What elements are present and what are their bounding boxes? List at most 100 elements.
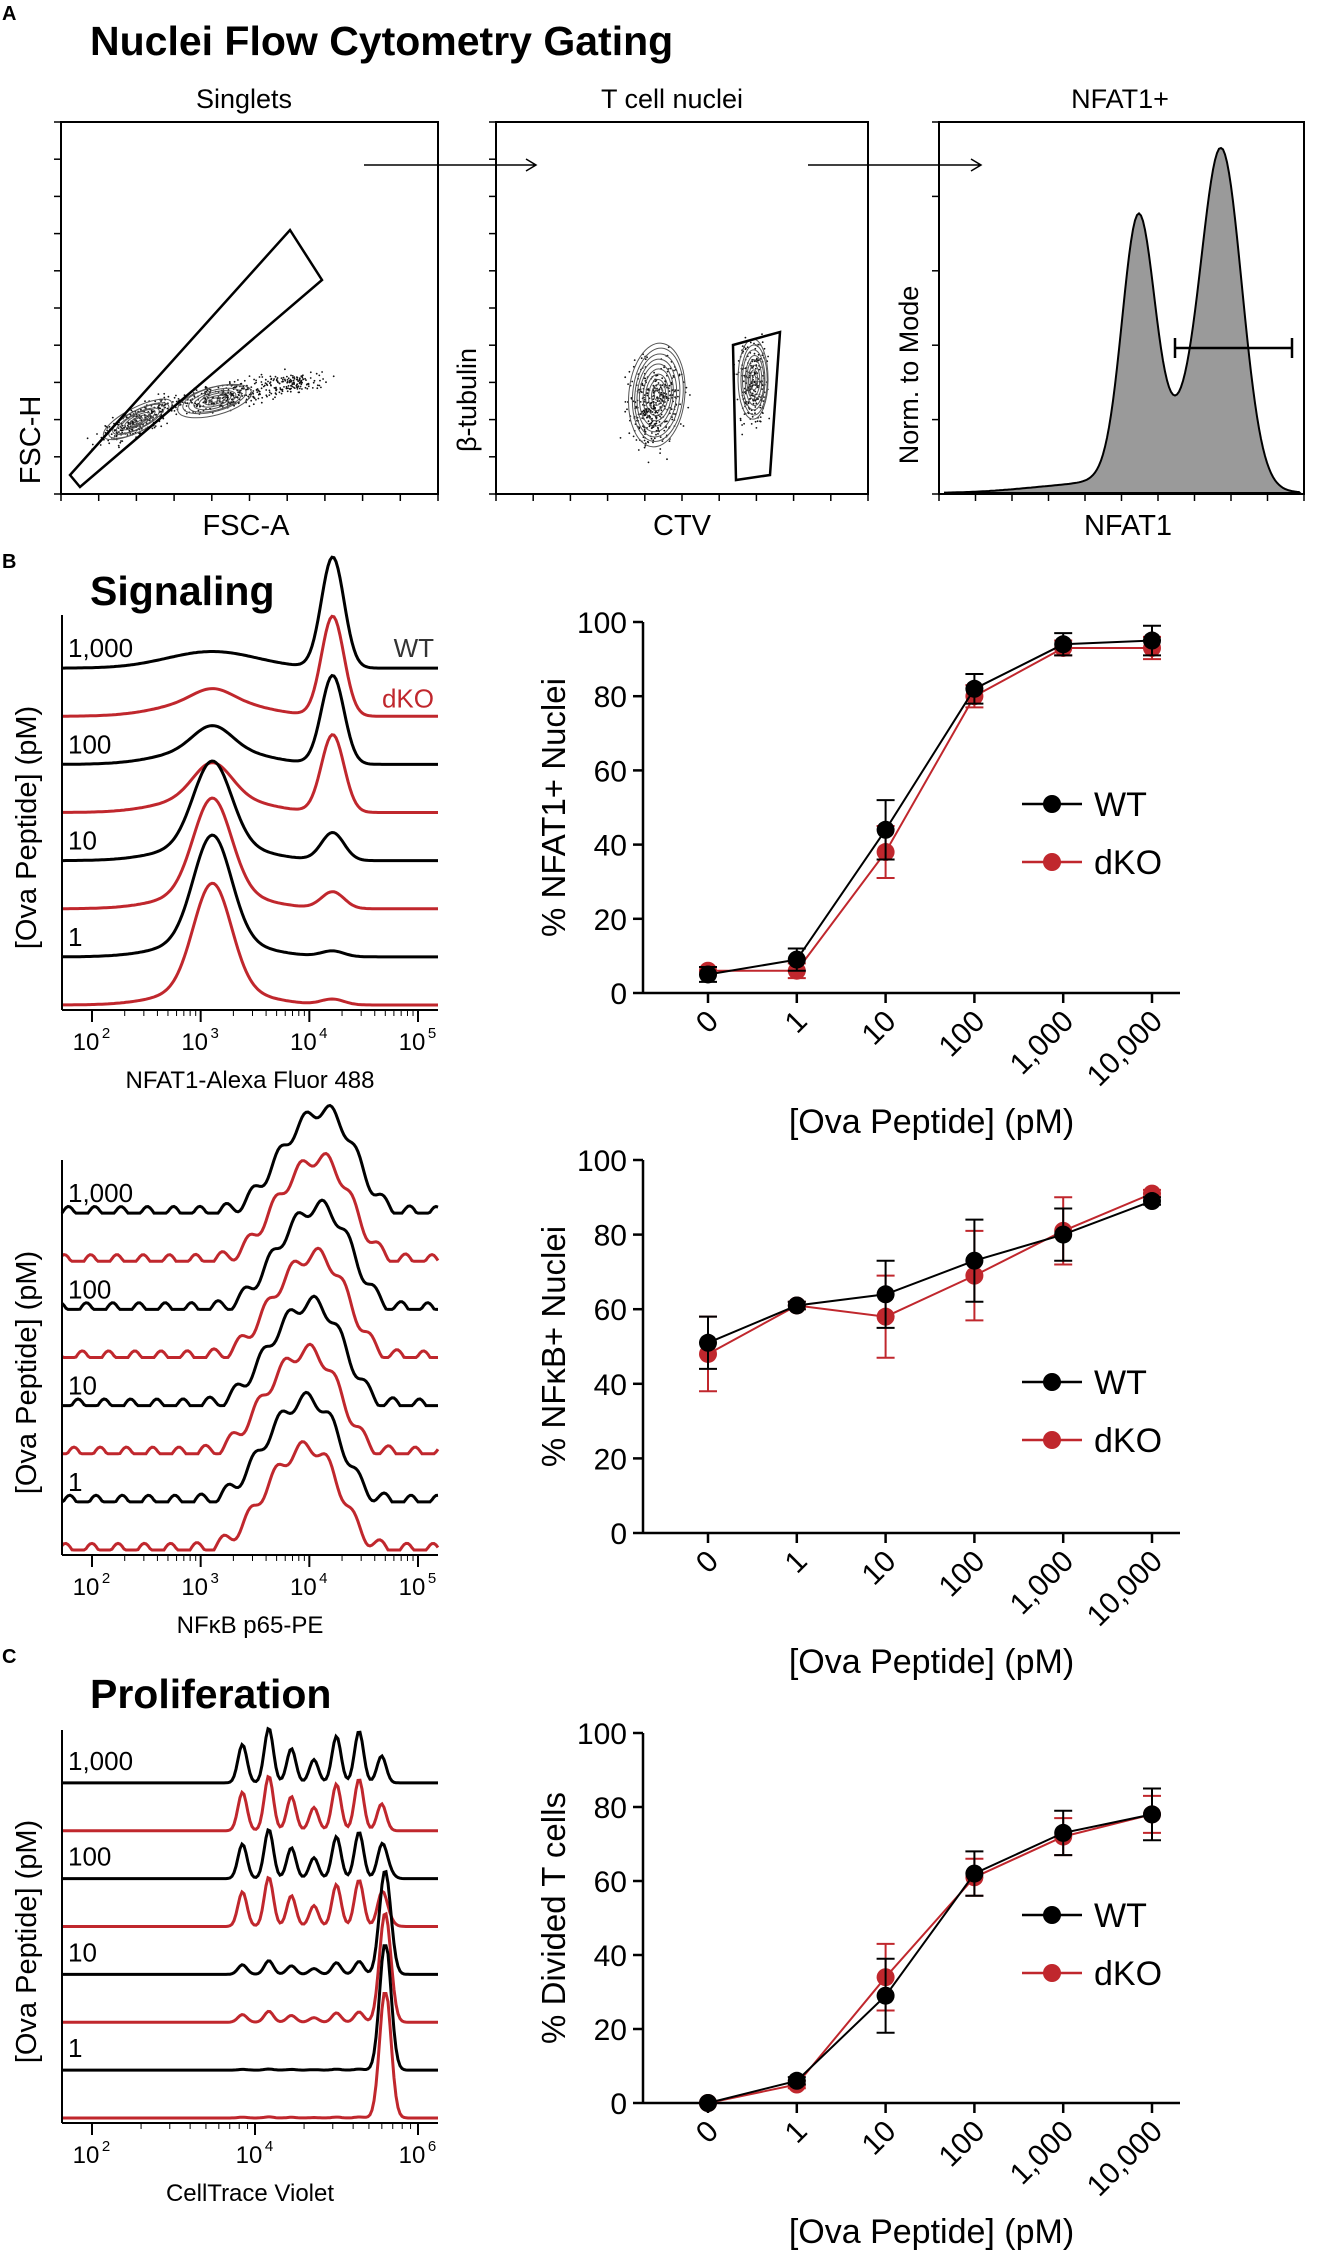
- event-dot: [107, 439, 110, 442]
- dko-histogram-line: [62, 881, 438, 1007]
- event-dot: [682, 425, 685, 427]
- wt-histogram-line: [62, 759, 438, 863]
- event-dot: [268, 391, 271, 394]
- event-dot: [689, 394, 691, 396]
- event-dot: [261, 383, 263, 386]
- event-dot: [316, 387, 319, 390]
- wt-data-point: [1143, 631, 1161, 650]
- overlay-tick-label: 10: [181, 1029, 208, 1056]
- x-tick-label: 10,000: [1081, 1005, 1169, 1093]
- event-dot: [240, 382, 243, 385]
- event-dot: [755, 402, 758, 405]
- contour-line: [642, 368, 672, 422]
- event-dot: [248, 375, 251, 377]
- event-dot: [643, 428, 646, 431]
- contour-line: [203, 394, 227, 406]
- event-dot: [233, 380, 236, 383]
- event-dot: [749, 352, 752, 354]
- event-dot: [741, 345, 744, 347]
- event-dot: [652, 384, 655, 387]
- event-dot: [661, 384, 664, 387]
- event-dot: [268, 394, 271, 396]
- event-dot: [118, 446, 120, 449]
- y-axis-title: % NFAT1+ Nuclei: [535, 678, 572, 937]
- event-dot: [232, 401, 234, 403]
- event-dot: [754, 347, 757, 350]
- event-dot: [128, 429, 131, 432]
- event-dot: [253, 378, 256, 381]
- overlay-tick-exponent: 5: [428, 1570, 436, 1587]
- y-tick-label: 100: [577, 607, 627, 640]
- event-dot: [673, 369, 675, 372]
- event-dot: [184, 402, 187, 404]
- event-dot: [252, 396, 255, 399]
- event-dot: [653, 371, 655, 374]
- dose-label: 100: [68, 729, 111, 759]
- event-dot: [660, 391, 663, 394]
- event-dot: [645, 410, 648, 413]
- overlay-tick-label: 10: [399, 1574, 426, 1601]
- event-dot: [237, 402, 240, 405]
- event-dot: [651, 417, 653, 420]
- event-dot: [278, 382, 281, 385]
- event-dot: [183, 394, 186, 396]
- event-dot: [298, 378, 301, 381]
- event-dot: [751, 367, 754, 369]
- event-dot: [653, 406, 655, 408]
- event-dot: [644, 358, 647, 361]
- event-dot: [736, 373, 738, 376]
- event-dot: [739, 417, 742, 420]
- event-dot: [659, 452, 661, 454]
- dko-histogram-line: [60, 1440, 440, 1552]
- event-dot: [257, 397, 260, 400]
- event-dot: [275, 388, 278, 391]
- event-dot: [322, 378, 324, 380]
- event-dot: [304, 386, 307, 389]
- event-dot: [118, 431, 120, 433]
- overlay-x-label: NFAT1-Alexa Fluor 488: [126, 1067, 375, 1094]
- contour-line: [193, 390, 237, 411]
- event-dot: [237, 379, 239, 381]
- event-dot: [119, 441, 122, 444]
- event-dot: [297, 391, 300, 394]
- event-dot: [650, 437, 653, 440]
- event-dot: [269, 375, 272, 378]
- event-dot: [762, 400, 765, 402]
- event-dot: [316, 384, 319, 387]
- event-dot: [226, 395, 229, 397]
- event-dot: [286, 381, 289, 384]
- event-dot: [756, 420, 759, 423]
- x-tick-label: 100: [933, 1545, 992, 1604]
- event-dot: [674, 389, 677, 391]
- event-dot: [296, 376, 298, 379]
- event-dot: [668, 440, 671, 442]
- event-dot: [296, 383, 299, 386]
- event-dot: [650, 427, 653, 430]
- event-dot: [753, 380, 756, 383]
- event-dot: [630, 397, 633, 399]
- event-dot: [272, 398, 274, 400]
- event-dot: [739, 419, 742, 422]
- tcell-title: T cell nuclei: [601, 84, 743, 114]
- contour-line: [209, 397, 221, 403]
- legend-dko-marker: [1043, 1964, 1061, 1982]
- y-tick-label: 100: [577, 1718, 627, 1751]
- dko-histogram-line: [61, 1151, 440, 1263]
- event-dot: [318, 384, 321, 387]
- y-tick-label: 60: [594, 1294, 627, 1327]
- overlay-tick-label: 10: [399, 1029, 426, 1056]
- nfat-histogram: [944, 146, 1303, 494]
- event-dot: [300, 381, 303, 383]
- event-dot: [229, 382, 231, 385]
- event-dot: [297, 385, 300, 387]
- event-dot: [281, 390, 284, 393]
- wt-histogram-line: [62, 1869, 438, 1976]
- event-dot: [223, 393, 226, 396]
- event-dot: [275, 378, 278, 381]
- event-dot: [167, 395, 170, 398]
- event-dot: [644, 445, 647, 447]
- overlay-tick-exponent: 3: [210, 1570, 218, 1587]
- event-dot: [161, 408, 164, 411]
